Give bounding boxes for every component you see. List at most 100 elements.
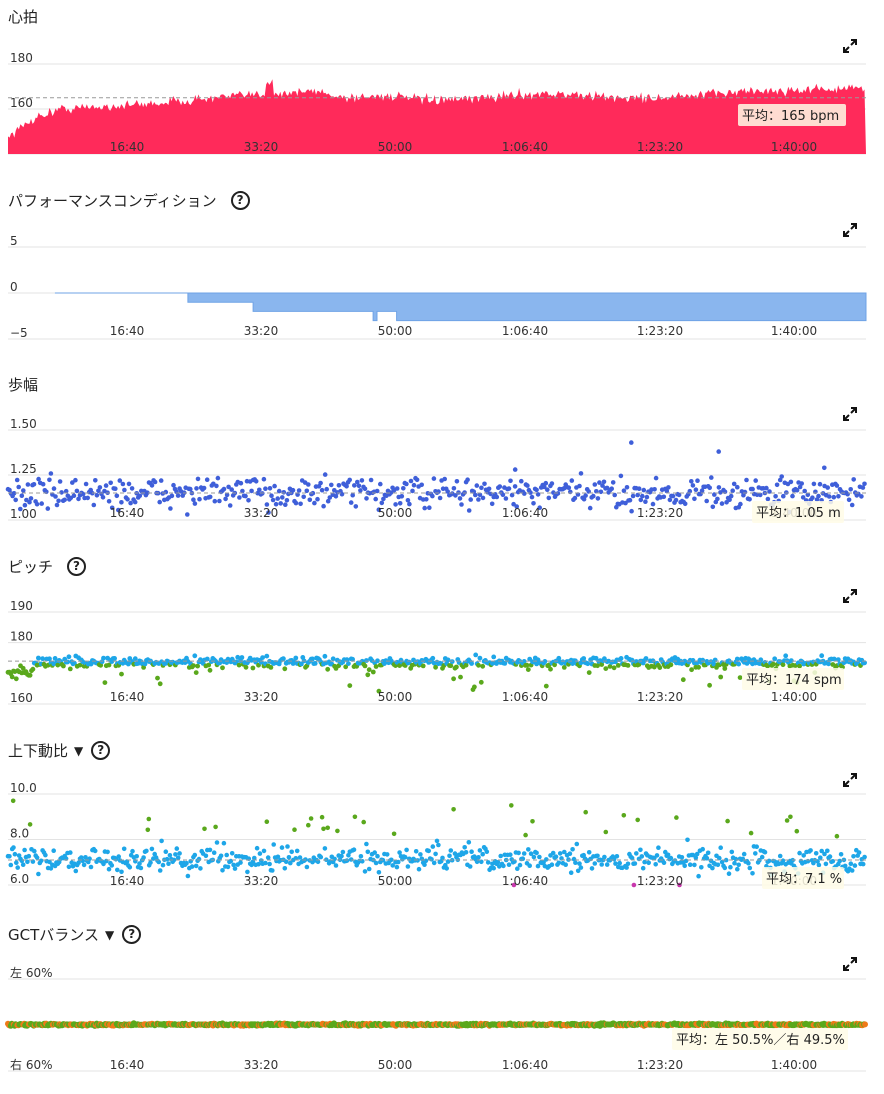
scatter-point [599,862,604,867]
scatter-point [712,657,718,663]
expand-icon[interactable] [842,956,858,972]
scatter-point [563,862,568,867]
scatter-point [364,841,369,847]
dropdown-caret-icon[interactable]: ▼ [104,927,115,942]
expand-icon[interactable] [842,772,858,788]
scatter-point [668,662,674,668]
y-tick-label: 190 [10,599,33,613]
scatter-point [413,849,419,854]
scatter-point [16,484,22,490]
scatter-point [148,860,153,865]
scatter-point [561,665,567,670]
scatter-point [152,479,158,485]
scatter-point [621,813,627,818]
scatter-point [728,493,734,499]
scatter-point [372,850,378,855]
help-icon[interactable]: ? [91,741,111,760]
scatter-point [52,656,58,661]
scatter-point [696,664,701,670]
help-icon[interactable]: ? [230,191,250,210]
scatter-point [767,489,772,494]
scatter-point [207,667,213,673]
scatter-point [491,654,497,660]
scatter-point [47,656,52,662]
average-label-bg [672,1028,848,1050]
expand-icon[interactable] [842,588,858,604]
expand-icon[interactable] [842,38,858,54]
scatter-point [748,830,754,836]
x-tick-label: 16:40 [110,874,145,888]
scatter-point [373,664,379,669]
scatter-point [646,860,651,866]
scatter-point [479,859,484,865]
scatter-point [280,495,285,500]
scatter-point [36,476,41,482]
scatter-point [632,861,638,866]
help-icon[interactable]: ? [67,557,87,576]
scatter-point [8,862,14,868]
scatter-point [272,483,277,489]
scatter-point [613,861,618,866]
scatter-point [604,862,610,867]
scatter-point [779,474,784,479]
scatter-outlier [583,809,588,815]
scatter-point [566,485,572,490]
scatter-point [376,870,382,875]
scatter-point [822,851,827,857]
scatter-point [310,656,315,662]
scatter-point [157,499,162,505]
scatter-point [120,481,126,487]
help-icon[interactable]: ? [122,925,142,944]
scatter-point [468,497,474,502]
scatter-point [783,653,789,659]
scatter-point [26,853,32,859]
scatter-point [521,851,527,856]
scatter-point [680,677,686,683]
y-tick-label: 1.00 [10,507,37,521]
scatter-point [418,852,423,857]
scatter-point [364,496,369,501]
scatter-point [842,863,848,869]
scatter-point [656,845,661,850]
scatter-point [689,479,694,484]
scatter-point [519,478,524,484]
scatter-point [378,481,383,487]
scatter-point [514,504,519,509]
scatter-point [449,659,455,664]
scatter-point [609,486,614,491]
scatter-point [67,666,73,672]
scatter-point [270,497,276,503]
scatter-point [343,664,349,670]
scatter-point [693,855,699,860]
scatter-point [765,496,771,502]
scatter-point [358,854,364,859]
dropdown-caret-icon[interactable]: ▼ [74,743,84,758]
scatter-point [281,656,286,662]
scatter-point [525,483,530,488]
y-tick-label: 160 [10,96,33,110]
scatter-point [676,492,682,498]
scatter-point [527,863,532,868]
scatter-point [389,857,394,863]
scatter-point [643,656,649,661]
scatter-point [719,501,725,506]
scatter-point [312,500,317,506]
scatter-point [261,848,267,854]
scatter-point [315,859,321,865]
expand-icon[interactable] [842,222,858,238]
gct-balance-panel: GCTバランス ▼? 左 60% 右 60% 16:40 33:20 50:00 1:06:… [0,924,884,1094]
scatter-point [825,848,830,854]
scatter-point [667,497,673,503]
scatter-point [319,814,325,820]
expand-icon[interactable] [842,406,858,422]
scatter-point [155,675,160,681]
x-tick-label: 50:00 [378,1058,413,1072]
y-tick-label: −5 [10,326,28,340]
scatter-point [149,846,155,852]
scatter-point [275,496,281,501]
scatter-point [618,473,624,479]
scatter-point [388,490,394,495]
scatter-point [329,482,334,488]
scatter-point [469,661,474,666]
performance-condition-chart: 5 0 −5 16:40 33:20 50:00 1:06:40 1:23:20 1:40:00 [8,234,867,340]
